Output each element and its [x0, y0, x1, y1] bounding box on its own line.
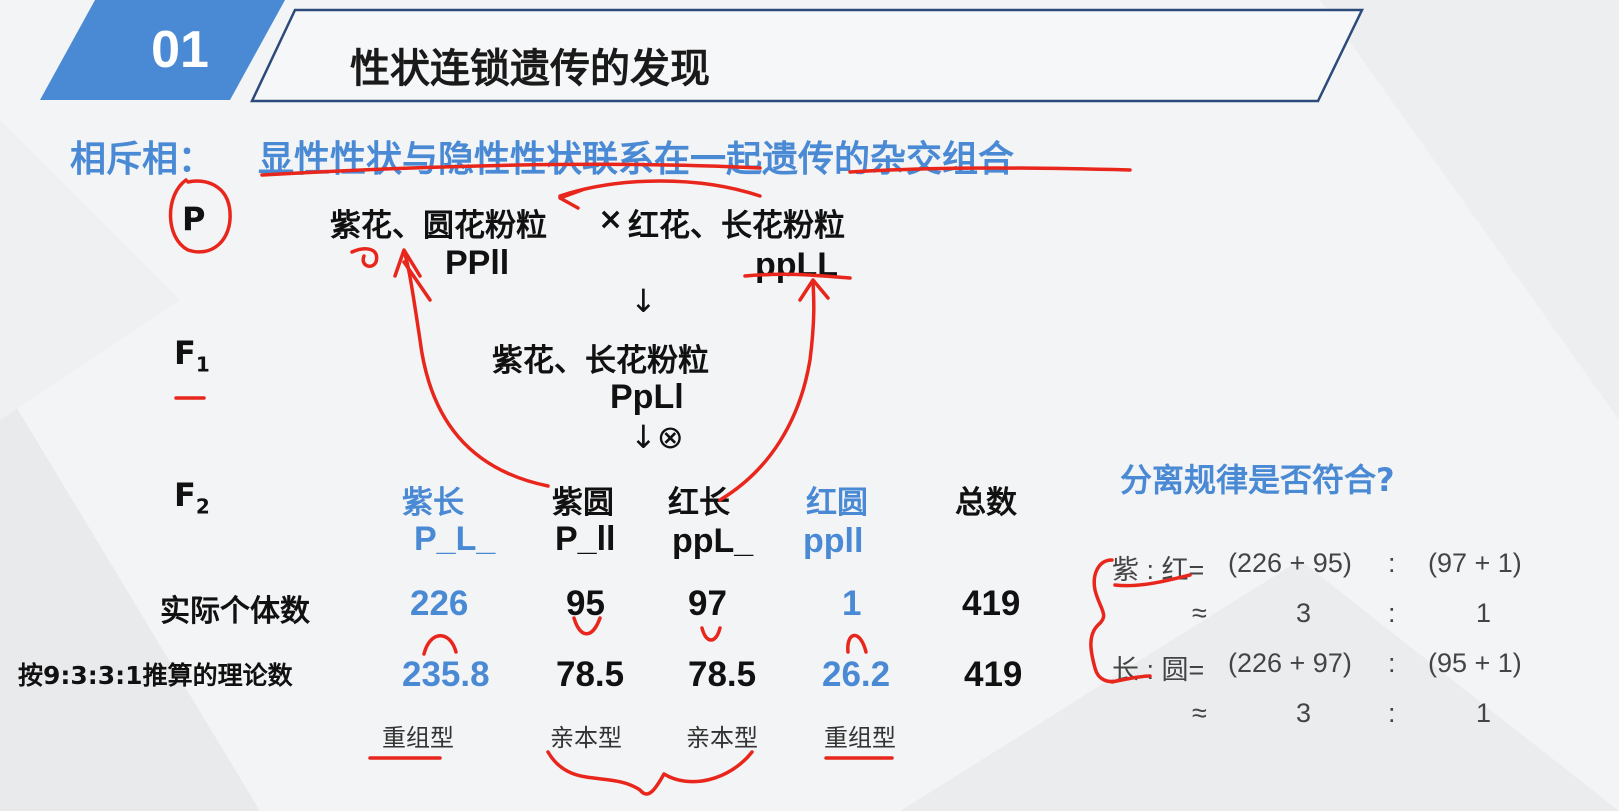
type-purple-round: 亲本型: [550, 724, 622, 752]
f2-geno-purple-round: P_ll: [555, 520, 616, 558]
seg-row4-label: ≈: [1192, 698, 1207, 728]
f1-genotype: PpLl: [610, 378, 684, 416]
f2-col-red-long: 红长: [668, 485, 730, 521]
seg-row4-colon: :: [1388, 698, 1396, 728]
actual-total: 419: [962, 584, 1021, 623]
seg-row2-label: ≈: [1192, 598, 1207, 628]
seg-row2-left: 3: [1296, 598, 1312, 628]
f2-geno-purple-long: P_L_: [414, 520, 496, 558]
arrow-down: ↓: [630, 282, 657, 320]
section-title-box: [250, 8, 1365, 103]
f2-geno-red-long: ppL_: [672, 522, 754, 560]
theory-red-round: 26.2: [822, 655, 891, 694]
cross-symbol: ×: [598, 202, 624, 237]
section-title: 性状连锁遗传的发现: [350, 46, 710, 92]
actual-purple-round: 95: [566, 584, 605, 623]
f2-geno-red-round: ppll: [803, 522, 864, 560]
type-purple-long: 重组型: [382, 724, 454, 752]
definition-term: 相斥相：: [70, 139, 215, 180]
seg-row4-right: 1: [1476, 698, 1492, 728]
theory-total: 419: [964, 655, 1023, 694]
seg-row3-left: (226 + 97): [1228, 648, 1352, 678]
seg-row1-colon: :: [1388, 548, 1396, 578]
actual-purple-long: 226: [410, 584, 469, 623]
actual-red-long: 97: [688, 584, 727, 623]
row-label-theory: 按9:3:3:1推算的理论数: [18, 661, 293, 690]
generation-p-label: P: [182, 200, 206, 238]
theory-purple-round: 78.5: [556, 655, 625, 694]
theory-red-long: 78.5: [688, 655, 757, 694]
type-red-long: 亲本型: [686, 724, 758, 752]
seg-row1-left: (226 + 95): [1228, 548, 1352, 578]
f1-phenotype: 紫花、长花粉粒: [492, 343, 709, 379]
theory-purple-long: 235.8: [402, 655, 490, 694]
generation-f1-label: F1: [174, 334, 210, 377]
f2-col-purple-round: 紫圆: [552, 485, 614, 521]
f2-col-total: 总数: [955, 485, 1017, 521]
selfing-arrow: ↓⊗: [630, 418, 684, 456]
parent-left-phenotype: 紫花、圆花粉粒: [330, 208, 547, 244]
generation-f2-label: F2: [174, 476, 210, 519]
seg-row2-colon: :: [1388, 598, 1396, 628]
parent-left-genotype: PPll: [445, 244, 510, 282]
seg-row3-right: (95 + 1): [1428, 648, 1522, 678]
segregation-question: 分离规律是否符合?: [1120, 461, 1395, 499]
seg-row2-right: 1: [1476, 598, 1492, 628]
f2-col-red-round: 红圆: [806, 485, 868, 521]
seg-row1-label: 紫 : 红=: [1112, 555, 1205, 585]
definition-text: 显性性状与隐性性状联系在一起遗传的杂交组合: [258, 139, 1015, 180]
parent-right-phenotype: 红花、长花粉粒: [628, 208, 845, 244]
actual-red-round: 1: [842, 584, 862, 623]
seg-row1-right: (97 + 1): [1428, 548, 1522, 578]
seg-row3-colon: :: [1388, 648, 1396, 678]
section-number: 01: [151, 21, 209, 79]
f2-col-purple-long: 紫长: [402, 485, 464, 521]
seg-row4-left: 3: [1296, 698, 1312, 728]
section-number-badge: 01: [40, 0, 285, 100]
row-label-actual: 实际个体数: [160, 594, 310, 629]
type-red-round: 重组型: [824, 724, 896, 752]
